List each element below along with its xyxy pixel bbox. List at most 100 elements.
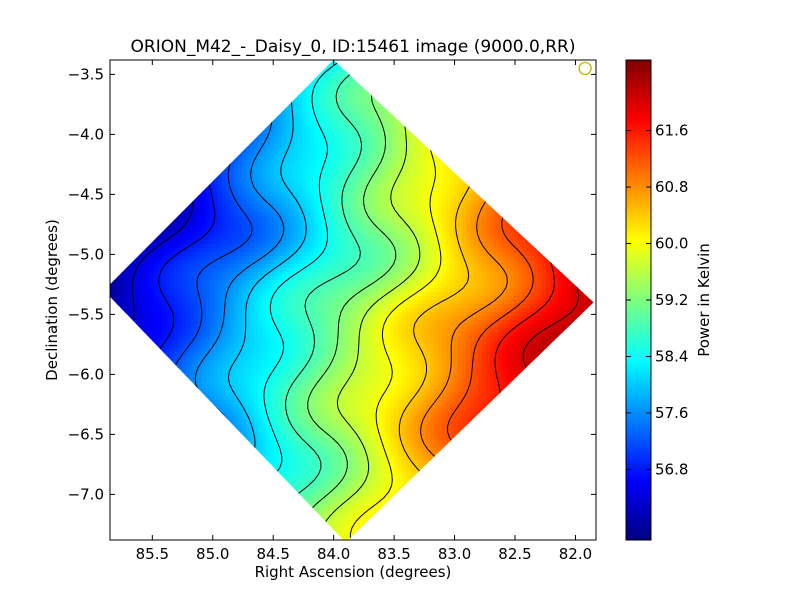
- heatmap-cell: [170, 160, 175, 165]
- heatmap-cell: [194, 184, 199, 189]
- heatmap-cell: [490, 60, 495, 65]
- heatmap-cell: [338, 136, 343, 141]
- heatmap-cell: [394, 76, 399, 81]
- heatmap-cell: [278, 148, 283, 153]
- heatmap-cell: [554, 212, 559, 217]
- heatmap-cell: [434, 64, 439, 69]
- heatmap-cell: [578, 176, 583, 181]
- heatmap-cell: [314, 112, 319, 117]
- heatmap-cell: [258, 104, 263, 109]
- heatmap-cell: [578, 156, 583, 161]
- heatmap-cell: [214, 164, 219, 169]
- heatmap-cell: [230, 156, 235, 161]
- heatmap-cell: [494, 172, 499, 177]
- heatmap-cell: [202, 220, 207, 225]
- heatmap-cell: [502, 168, 507, 173]
- heatmap-cell: [170, 176, 175, 181]
- heatmap-cell: [286, 156, 291, 161]
- heatmap-cell: [266, 128, 271, 133]
- heatmap-cell: [306, 76, 311, 81]
- heatmap-cell: [150, 68, 155, 73]
- heatmap-cell: [230, 132, 235, 137]
- heatmap-cell: [458, 140, 463, 145]
- heatmap-cell: [410, 188, 415, 193]
- heatmap-cell: [130, 132, 135, 137]
- heatmap-cell: [490, 120, 495, 125]
- heatmap-cell: [334, 208, 339, 213]
- heatmap-cell: [398, 136, 403, 141]
- heatmap-cell: [446, 64, 451, 69]
- heatmap-cell: [386, 92, 391, 97]
- heatmap-cell: [530, 100, 535, 105]
- heatmap-cell: [226, 68, 231, 73]
- heatmap-cell: [222, 92, 227, 97]
- heatmap-cell: [454, 200, 459, 205]
- heatmap-cell: [434, 140, 439, 145]
- heatmap-cell: [194, 84, 199, 89]
- heatmap-cell: [578, 136, 583, 141]
- heatmap-cell: [114, 208, 119, 213]
- heatmap-cell: [514, 76, 519, 81]
- heatmap-cell: [218, 104, 223, 109]
- heatmap-cell: [370, 156, 375, 161]
- heatmap-cell: [122, 60, 127, 65]
- heatmap-cell: [194, 168, 199, 173]
- heatmap-cell: [334, 216, 339, 221]
- heatmap-cell: [406, 188, 411, 193]
- heatmap-cell: [562, 92, 567, 97]
- heatmap-cell: [258, 116, 263, 121]
- heatmap-cell: [266, 172, 271, 177]
- heatmap-cell: [434, 152, 439, 157]
- heatmap-cell: [582, 76, 587, 81]
- heatmap-cell: [394, 80, 399, 85]
- heatmap-cell: [310, 124, 315, 129]
- heatmap-cell: [218, 184, 223, 189]
- heatmap-cell: [350, 64, 355, 69]
- heatmap-cell: [498, 176, 503, 181]
- heatmap-cell: [538, 196, 543, 201]
- heatmap-cell: [498, 100, 503, 105]
- heatmap-cell: [118, 136, 123, 141]
- heatmap-cell: [426, 152, 431, 157]
- heatmap-cell: [590, 204, 594, 209]
- heatmap-cell: [534, 112, 539, 117]
- heatmap-cell: [230, 136, 235, 141]
- heatmap-cell: [254, 192, 259, 197]
- heatmap-cell: [166, 144, 171, 149]
- heatmap-cell: [182, 196, 187, 201]
- heatmap-cell: [242, 164, 247, 169]
- heatmap-cell: [250, 124, 255, 129]
- heatmap-cell: [514, 152, 519, 157]
- heatmap-cell: [582, 140, 587, 145]
- heatmap-cell: [290, 120, 295, 125]
- heatmap-cell: [466, 100, 471, 105]
- heatmap-cell: [150, 152, 155, 157]
- heatmap-cell: [262, 172, 267, 177]
- heatmap-cell: [590, 96, 594, 101]
- heatmap-cell: [398, 168, 403, 173]
- heatmap-cell: [570, 120, 575, 125]
- heatmap-cell: [334, 68, 339, 73]
- heatmap-cell: [550, 100, 555, 105]
- heatmap-cell: [522, 144, 527, 149]
- heatmap-cell: [270, 204, 275, 209]
- heatmap-cell: [466, 164, 471, 169]
- heatmap-cell: [562, 196, 567, 201]
- heatmap-cell: [486, 136, 491, 141]
- heatmap-cell: [546, 136, 551, 141]
- heatmap-cell: [210, 188, 215, 193]
- heatmap-cell: [306, 80, 311, 85]
- heatmap-cell: [414, 152, 419, 157]
- heatmap-cell: [546, 128, 551, 133]
- heatmap-cell: [542, 156, 547, 161]
- heatmap-cell: [266, 148, 271, 153]
- heatmap-cell: [134, 116, 139, 121]
- heatmap-cell: [150, 216, 155, 221]
- heatmap-cell: [550, 216, 555, 221]
- heatmap-cell: [198, 92, 203, 97]
- heatmap-cell: [334, 196, 339, 201]
- heatmap-cell: [266, 116, 271, 121]
- heatmap-cell: [390, 76, 395, 81]
- heatmap-cell: [310, 132, 315, 137]
- heatmap-cell: [370, 64, 375, 69]
